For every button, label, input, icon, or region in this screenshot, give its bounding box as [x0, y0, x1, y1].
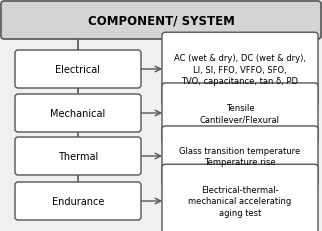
FancyBboxPatch shape: [1, 2, 321, 40]
Text: Thermal: Thermal: [58, 151, 98, 161]
FancyBboxPatch shape: [162, 164, 318, 231]
Text: Tensile
Cantilever/Flexural: Tensile Cantilever/Flexural: [200, 103, 280, 124]
Text: COMPONENT/ SYSTEM: COMPONENT/ SYSTEM: [88, 14, 234, 27]
Text: Electrical-thermal-
mechanical accelerating
aging test: Electrical-thermal- mechanical accelerat…: [188, 185, 292, 217]
Text: Mechanical: Mechanical: [50, 109, 106, 119]
Text: Electrical: Electrical: [55, 65, 100, 75]
FancyBboxPatch shape: [162, 126, 318, 186]
FancyBboxPatch shape: [15, 94, 141, 132]
Text: Endurance: Endurance: [52, 196, 104, 206]
FancyBboxPatch shape: [15, 137, 141, 175]
FancyBboxPatch shape: [162, 84, 318, 143]
FancyBboxPatch shape: [15, 182, 141, 220]
Text: AC (wet & dry), DC (wet & dry),
LI, SI, FFO, VFFO, SFO,
TVO, capacitance, tan δ,: AC (wet & dry), DC (wet & dry), LI, SI, …: [174, 53, 306, 86]
FancyBboxPatch shape: [162, 33, 318, 106]
Text: Glass transition temperature
Temperature rise: Glass transition temperature Temperature…: [179, 146, 301, 167]
FancyBboxPatch shape: [15, 51, 141, 89]
